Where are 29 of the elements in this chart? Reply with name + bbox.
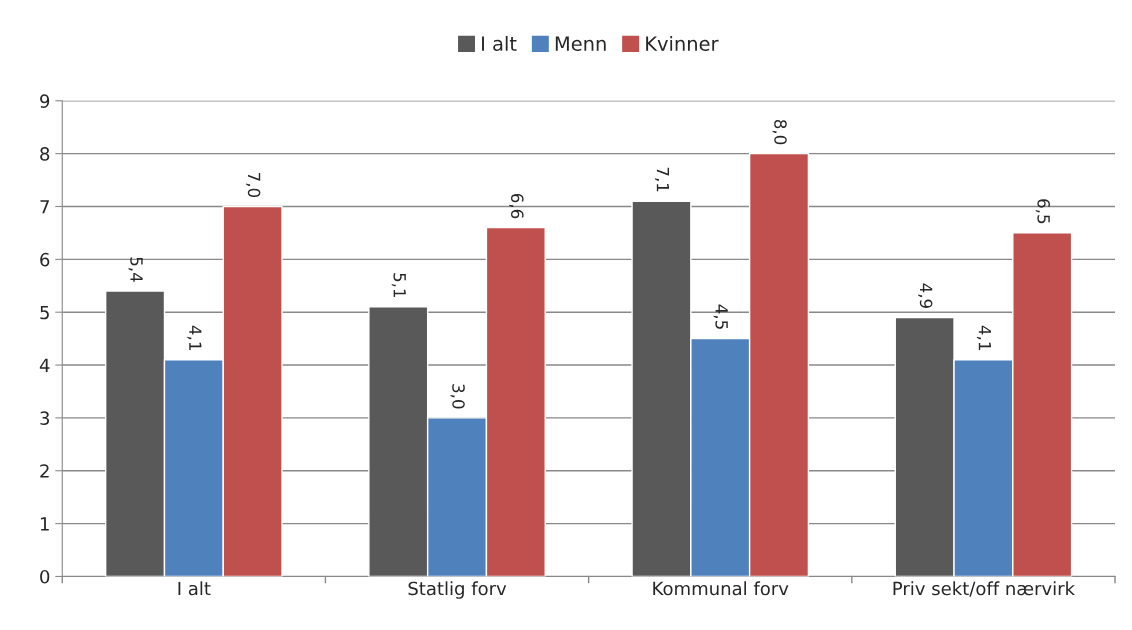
y-tick-label: 8	[40, 147, 50, 161]
y-tick-label: 3	[40, 411, 50, 426]
data-label: 7,0	[246, 173, 261, 198]
data-label: 4,1	[976, 325, 991, 350]
data-label: 7,1	[654, 167, 670, 192]
data-label: 6,5	[1035, 199, 1050, 224]
y-tick-label: 4	[39, 358, 50, 372]
legend-label: Menn	[555, 36, 606, 51]
data-label: 4,1	[187, 325, 202, 350]
x-tick-label: Priv sekt/off nærvirk	[893, 581, 1075, 597]
data-label: 8,0	[772, 119, 787, 145]
x-tick-label: Kommunal forv	[653, 581, 789, 596]
data-label: 6,6	[509, 193, 524, 219]
x-tick-label: I alt	[178, 581, 211, 596]
y-tick-label: 9	[40, 94, 50, 108]
data-label: 4,5	[713, 304, 728, 329]
y-tick-label: 5	[40, 305, 49, 320]
legend-label: Kvinner	[646, 35, 719, 51]
data-label: 5,4	[128, 257, 143, 282]
x-tick-label: Statlig forv	[408, 581, 507, 599]
data-label: 5,1	[391, 273, 406, 298]
y-tick-label: 6	[40, 252, 50, 267]
data-label: 3,0	[450, 384, 465, 409]
y-tick-label: 1	[40, 517, 49, 531]
legend-label: I alt	[482, 35, 517, 51]
y-tick-label: 0	[40, 569, 50, 584]
y-tick-label: 2	[40, 464, 49, 478]
data-label: 4,9	[918, 283, 933, 308]
y-tick-label: 7	[40, 200, 49, 214]
